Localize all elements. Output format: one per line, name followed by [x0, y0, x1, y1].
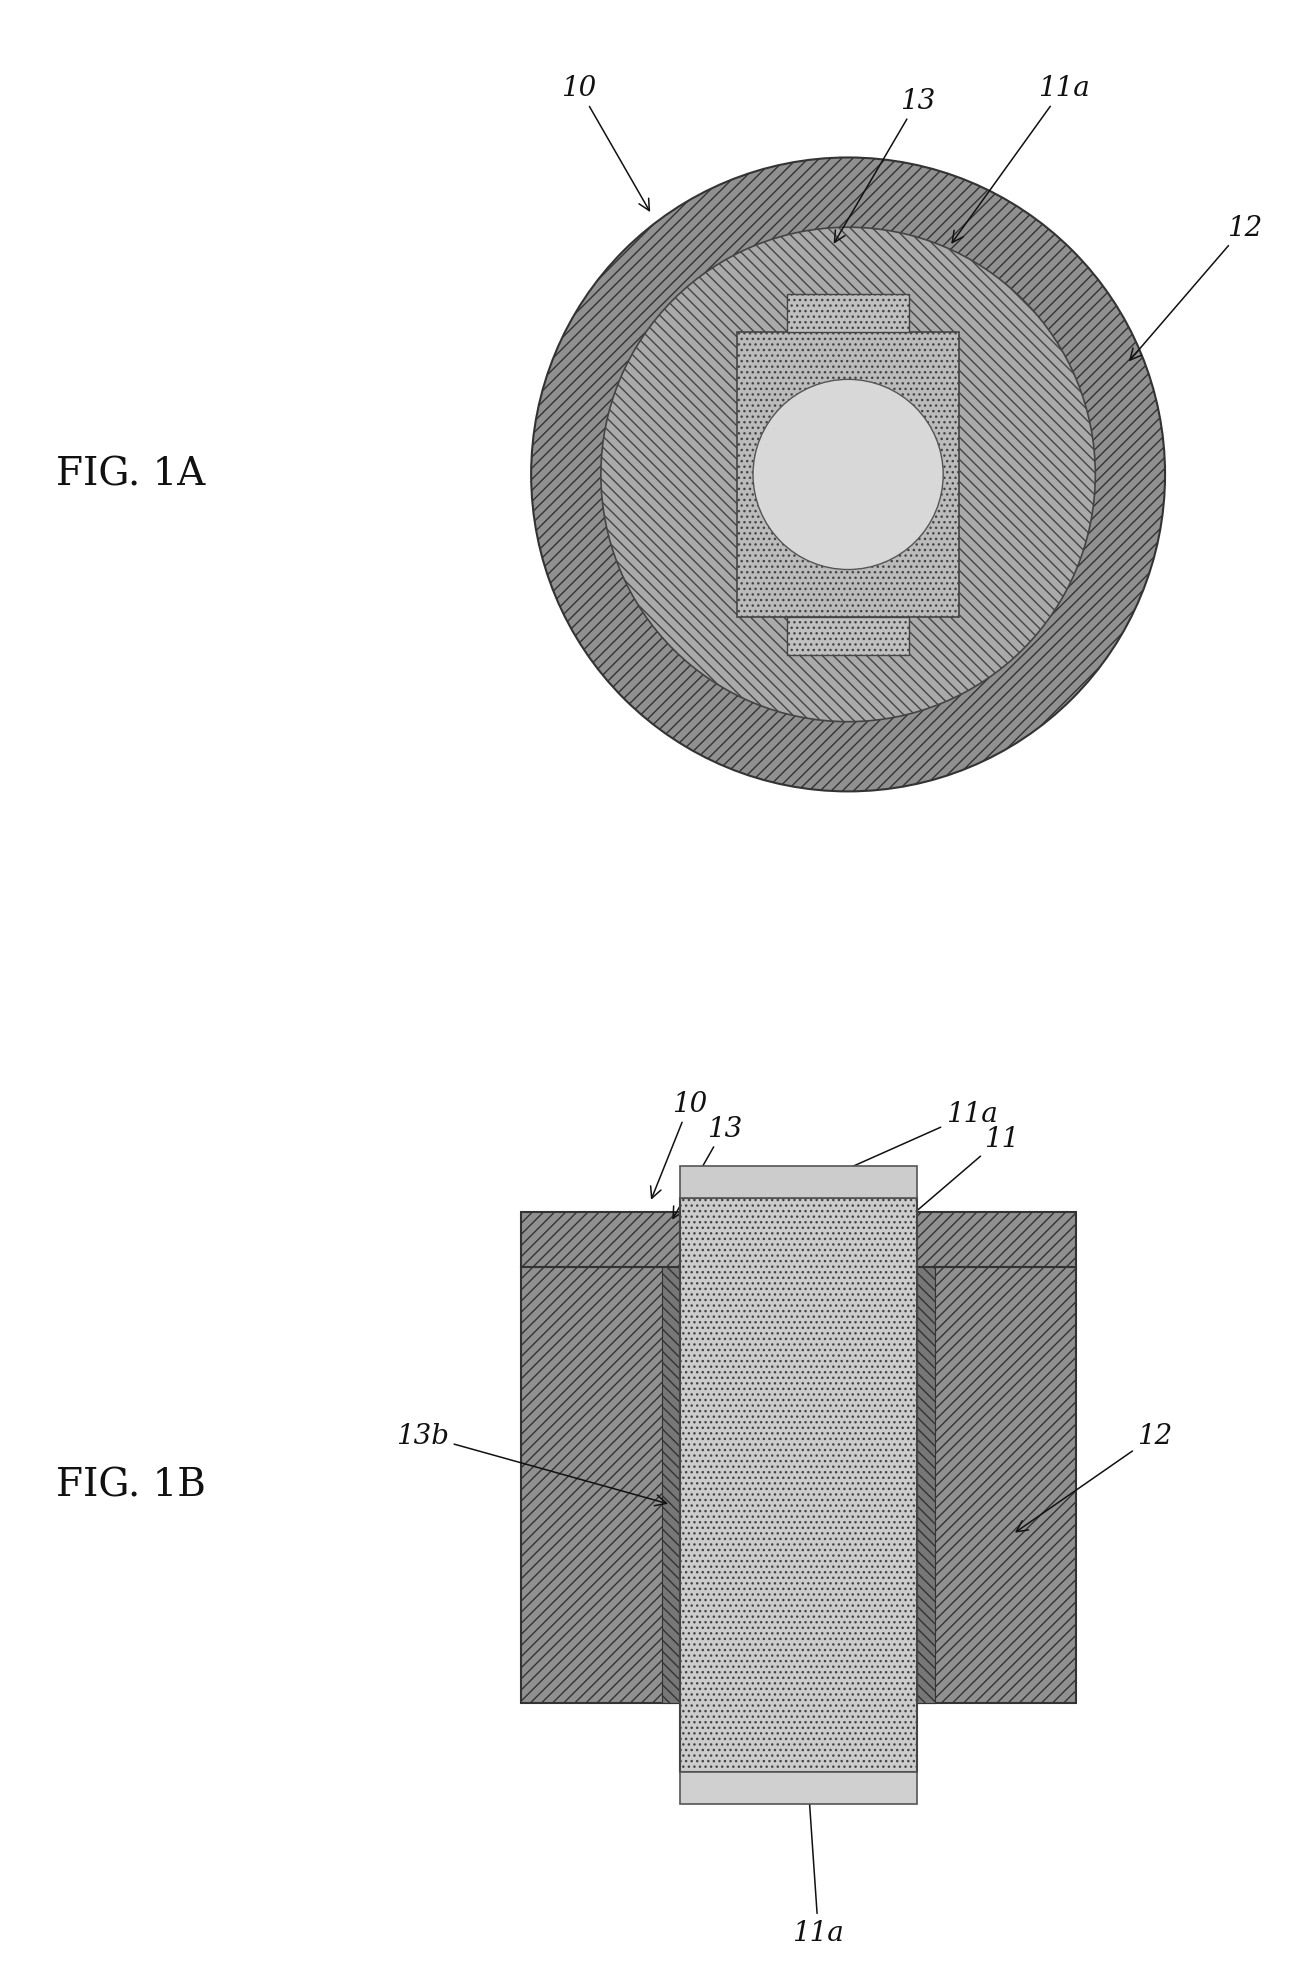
Circle shape	[601, 228, 1096, 723]
Bar	[918, 1267, 1076, 1703]
Bar	[786, 618, 909, 655]
Bar	[680, 1198, 918, 1772]
Text: 13: 13	[835, 87, 936, 244]
Bar	[521, 1267, 680, 1703]
Text: FIG. 1B: FIG. 1B	[56, 1467, 205, 1503]
Text: 11a: 11a	[823, 1101, 998, 1180]
Text: 11: 11	[901, 1125, 1019, 1226]
Bar	[680, 1772, 918, 1804]
Text: 11a: 11a	[952, 75, 1089, 244]
Text: FIG. 1A: FIG. 1A	[56, 457, 205, 493]
Text: 12: 12	[1130, 214, 1262, 360]
Bar	[918, 1267, 935, 1703]
Text: 10: 10	[562, 75, 650, 212]
Bar	[521, 1212, 763, 1267]
Text: 11a: 11a	[793, 1792, 844, 1946]
Text: 12: 12	[1017, 1422, 1173, 1533]
Bar	[662, 1267, 680, 1703]
Bar	[835, 1212, 1076, 1267]
Text: 10: 10	[650, 1091, 707, 1198]
Circle shape	[532, 158, 1165, 792]
Text: 13: 13	[673, 1115, 742, 1220]
Text: 13b: 13b	[395, 1422, 667, 1507]
Bar	[737, 333, 959, 618]
Circle shape	[753, 380, 944, 570]
Bar	[680, 1166, 918, 1198]
Bar	[786, 295, 909, 333]
